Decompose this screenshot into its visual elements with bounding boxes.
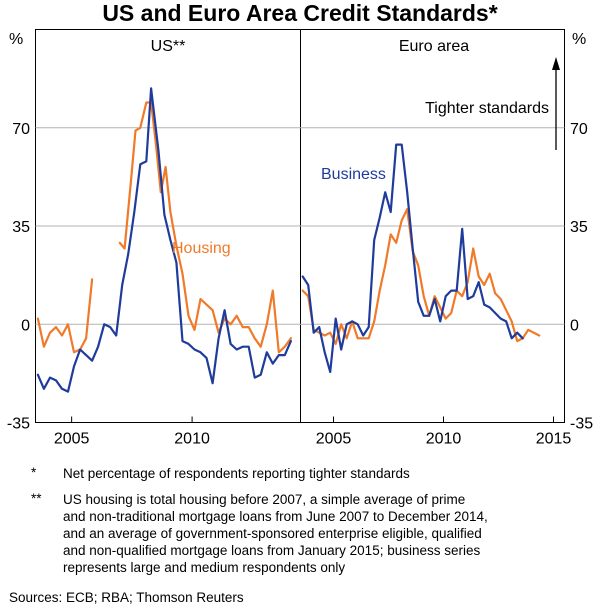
y-unit-label-right: % [572,31,586,48]
tick-layer: -35 -35 0 0 35 35 70 70 2005 2010 2005 2010 2015 [7,121,593,448]
y-tick-label-left: 35 [12,219,30,236]
arrow-up-icon [552,57,560,150]
footnote-mark: * [31,465,37,480]
footnote-text: represents large and medium respondents … [63,560,346,575]
x-tick-label: 2015 [536,431,572,448]
x-tick-label: 2005 [316,431,352,448]
footnote-text: and non-traditional mortgage loans from … [63,509,488,524]
x-tick-label: 2005 [54,431,90,448]
y-tick-label-left: -35 [7,416,30,433]
y-tick-label-left: 70 [12,121,30,138]
chart-title: US and Euro Area Credit Standards* [102,0,497,26]
y-tick-label-right: 35 [570,219,588,236]
y-tick-label-right: 0 [570,317,579,334]
y-tick-label-left: 0 [21,317,30,334]
footnote-text: and an average of government-sponsored e… [63,526,482,541]
x-tick-label: 2010 [174,431,210,448]
y-unit-label-left: % [9,31,23,48]
y-tick-label-right: 70 [570,121,588,138]
series-layer [36,87,541,393]
footnote-mark: ** [31,491,42,506]
footnote-text: Net percentage of respondents reporting … [63,466,410,481]
series-line-housing [118,101,292,354]
gridlines [35,127,565,325]
series-line-business [36,87,292,393]
series-line-housing [301,208,541,345]
x-tick-label: 2010 [426,431,462,448]
series-line-housing [36,278,94,354]
footnote-text: and non-qualified mortgage loans from Ja… [63,543,481,558]
sources-line: Sources: ECB; RBA; Thomson Reuters [9,590,244,605]
footnote-text: US housing is total housing before 2007,… [63,492,466,507]
label-housing: Housing [172,240,231,257]
series-line-business [301,143,524,374]
label-business: Business [321,166,386,183]
panel-title-us: US** [151,38,186,55]
panel-title-euro-area: Euro area [399,38,469,55]
y-tick-label-right: -35 [570,416,593,433]
label-tighter-standards: Tighter standards [425,100,549,117]
